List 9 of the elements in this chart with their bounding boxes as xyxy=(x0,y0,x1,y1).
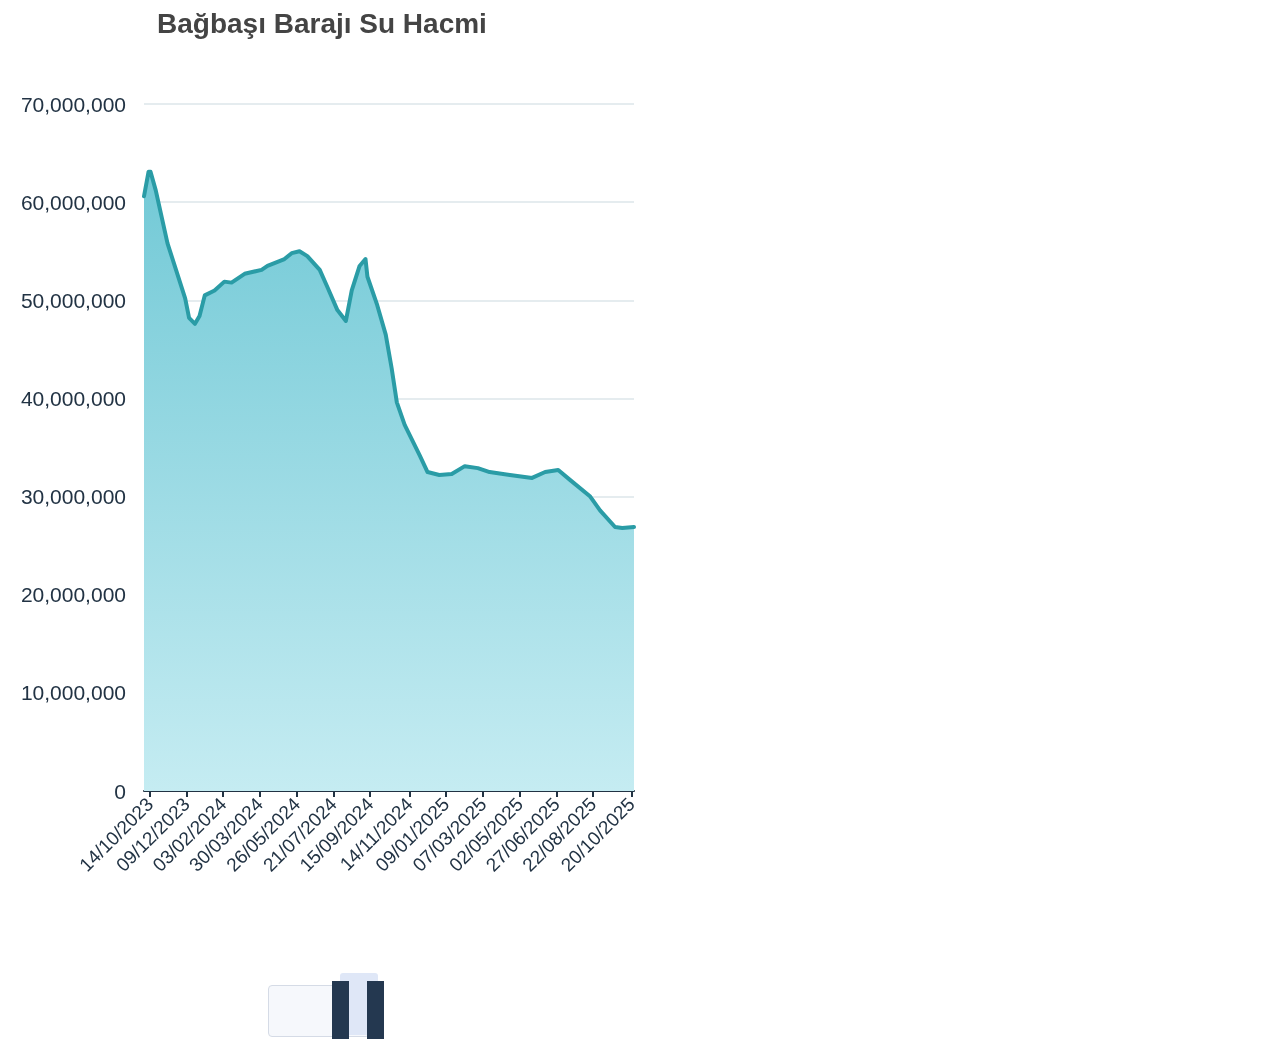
y-tick-label: 10,000,000 xyxy=(20,681,126,705)
y-tick-label: 30,000,000 xyxy=(20,485,126,509)
y-tick-label: 40,000,000 xyxy=(20,386,126,410)
y-tick-label: 0 xyxy=(114,779,126,803)
chart-title: Bağbaşı Barajı Su Hacmi xyxy=(157,7,487,39)
y-tick-label: 60,000,000 xyxy=(20,190,126,214)
y-tick-label: 50,000,000 xyxy=(20,288,126,312)
y-tick-label: 20,000,000 xyxy=(20,583,126,607)
y-tick-label: 70,000,000 xyxy=(20,92,126,116)
